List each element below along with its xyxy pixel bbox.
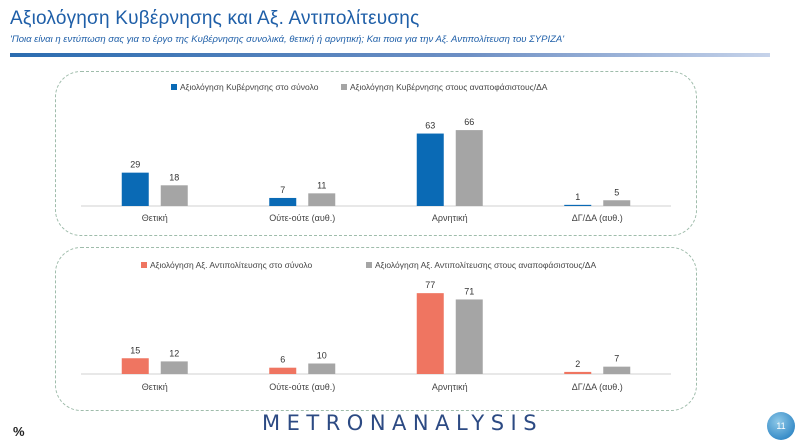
bar [269,197,297,206]
bar [564,371,592,374]
category-label: ΔΓ/ΔΑ (αυθ.) [572,382,623,392]
bar [455,299,483,374]
category-label: Θετική [142,382,168,392]
bar [603,366,631,374]
bar [121,172,149,206]
page-subtitle: 'Ποια είναι η εντύπωση σας για το έργο τ… [10,34,565,45]
legend-swatch [366,262,372,268]
bar-value-label: 1 [575,192,580,202]
bar-value-label: 15 [130,345,140,355]
bar-value-label: 12 [169,348,179,358]
category-label: Αρνητική [432,382,468,392]
government-chart: Αξιολόγηση Κυβέρνησης στο σύνολο Αξιολόγη… [81,82,671,223]
category-label: Ούτε-ούτε (αυθ.) [269,382,335,392]
bar [416,293,444,374]
opposition-chart-panel: Αξιολόγηση Αξ. Αντιπολίτευσης στο σύνολο… [55,247,697,411]
bar-value-label: 77 [425,280,435,290]
legend-label: Αξιολόγηση Κυβέρνησης στους αναποφάσιστο… [350,82,548,92]
government-chart-panel: Αξιολόγηση Κυβέρνησης στο σύνολο Αξιολόγη… [55,71,697,236]
legend-label: Αξιολόγηση Αξ. Αντιπολίτευσης στο σύνολο [150,260,312,270]
bar [564,204,592,206]
bar [121,358,149,374]
opposition-chart: Αξιολόγηση Αξ. Αντιπολίτευσης στο σύνολο… [81,260,671,392]
title-rule [10,53,770,57]
bar-value-label: 5 [614,187,619,197]
bar-value-label: 29 [130,160,140,170]
percent-label: % [13,424,25,439]
bar-value-label: 63 [425,121,435,131]
category-label: Θετική [142,213,168,223]
bar-value-label: 7 [614,354,619,364]
legend-swatch [141,262,147,268]
page-title: Αξιολόγηση Κυβέρνησης και Αξ. Αντιπολίτε… [10,8,420,29]
page-number-badge: 11 [767,412,795,440]
bar-value-label: 11 [317,180,326,190]
category-label: ΔΓ/ΔΑ (αυθ.) [572,213,623,223]
category-label: Ούτε-ούτε (αυθ.) [269,213,335,223]
bar [160,185,188,206]
bar [603,200,631,206]
legend-label: Αξιολόγηση Αξ. Αντιπολίτευσης στους αναπ… [375,260,596,270]
bar-value-label: 71 [464,286,474,296]
bar [308,363,336,374]
bar [455,130,483,206]
bar-value-label: 2 [575,359,580,369]
bar-value-label: 10 [317,351,327,361]
bar-value-label: 18 [169,172,179,182]
bar-value-label: 6 [280,355,285,365]
category-label: Αρνητική [432,213,468,223]
bar-value-label: 66 [464,117,474,127]
metron-analysis-logo: METRONANALYSIS [262,411,544,435]
bar [269,367,297,374]
bar [416,133,444,206]
legend-label: Αξιολόγηση Κυβέρνησης στο σύνολο [180,82,319,92]
legend-swatch [341,84,347,90]
bar-value-label: 7 [280,185,285,195]
bar [308,193,336,206]
bar [160,361,188,374]
legend-swatch [171,84,177,90]
